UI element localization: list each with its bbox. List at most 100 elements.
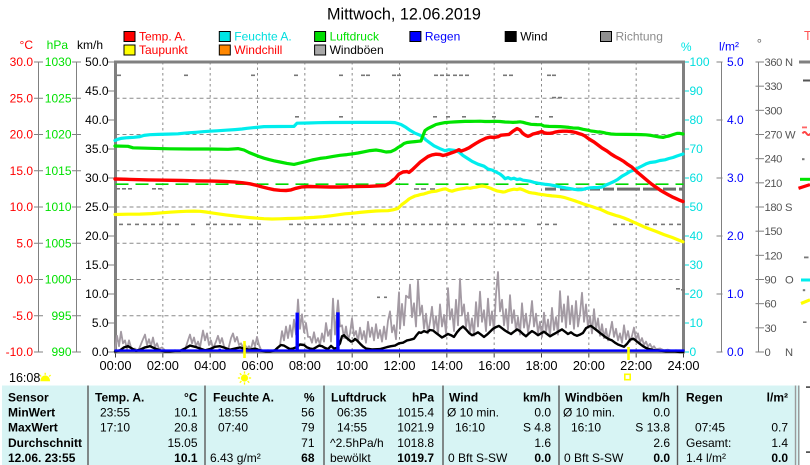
svg-text:100: 100	[690, 55, 710, 69]
svg-text:10.1: 10.1	[174, 406, 198, 420]
svg-text:71: 71	[301, 436, 315, 450]
svg-text:995: 995	[51, 309, 71, 323]
svg-text:270: 270	[765, 130, 783, 142]
svg-text:bewölkt: bewölkt	[330, 451, 371, 465]
svg-text:W: W	[785, 130, 796, 142]
svg-text:20: 20	[690, 287, 704, 301]
svg-text:5.0: 5.0	[727, 55, 744, 69]
svg-text:12.06. 23:55: 12.06. 23:55	[8, 451, 76, 465]
svg-text:km/h: km/h	[523, 391, 551, 405]
svg-text:N: N	[785, 57, 793, 69]
svg-text:23:55: 23:55	[100, 406, 130, 420]
svg-text:68: 68	[301, 451, 315, 465]
svg-text:06:35: 06:35	[337, 406, 367, 420]
svg-text:02:00: 02:00	[147, 358, 179, 373]
svg-text:0.0: 0.0	[534, 406, 551, 420]
svg-text:5.0: 5.0	[92, 316, 109, 330]
svg-text:T: T	[804, 29, 810, 43]
svg-text:25.0: 25.0	[85, 200, 109, 214]
svg-text:10.1: 10.1	[174, 451, 198, 465]
svg-text:Windböen: Windböen	[565, 391, 623, 405]
svg-text:20.0: 20.0	[85, 229, 109, 243]
svg-text:14:00: 14:00	[431, 358, 463, 373]
svg-text:S 4.8: S 4.8	[523, 421, 551, 435]
svg-text:Ø 10 min.: Ø 10 min.	[447, 406, 499, 420]
svg-text:180: 180	[765, 202, 783, 214]
svg-text:1.0: 1.0	[727, 287, 744, 301]
svg-text:1020: 1020	[45, 128, 72, 142]
svg-text:20:00: 20:00	[573, 358, 605, 373]
svg-text:0.0: 0.0	[16, 273, 33, 287]
svg-text:0 Bft S-SW: 0 Bft S-SW	[564, 451, 624, 465]
svg-text:Wind: Wind	[520, 30, 547, 44]
svg-text:18:55: 18:55	[218, 406, 248, 420]
svg-text:Ø 10 min.: Ø 10 min.	[563, 406, 615, 420]
svg-text:0: 0	[690, 345, 697, 359]
svg-text:1.4 l/m²: 1.4 l/m²	[686, 451, 726, 465]
svg-text:MaxWert: MaxWert	[8, 421, 58, 435]
svg-text:Regen: Regen	[425, 30, 460, 44]
svg-text:50: 50	[690, 200, 704, 214]
svg-text:10.0: 10.0	[10, 200, 34, 214]
svg-text:°C: °C	[20, 38, 34, 52]
svg-text:16:08: 16:08	[9, 371, 40, 385]
svg-text:-10.0: -10.0	[6, 345, 34, 359]
svg-text:10:00: 10:00	[336, 358, 368, 373]
svg-text:-5.0: -5.0	[12, 309, 33, 323]
svg-text:0: 0	[765, 347, 771, 359]
svg-text:360: 360	[765, 57, 783, 69]
svg-text:Temp. A.: Temp. A.	[139, 30, 186, 44]
svg-text:Mittwoch, 12.06.2019: Mittwoch, 12.06.2019	[327, 6, 481, 24]
svg-text:60: 60	[765, 299, 777, 311]
svg-text:07:45: 07:45	[695, 421, 725, 435]
svg-text:1015.4: 1015.4	[397, 406, 434, 420]
svg-text:30: 30	[690, 258, 704, 272]
svg-text:14:55: 14:55	[337, 421, 367, 435]
svg-text:50.0: 50.0	[85, 55, 109, 69]
svg-text:hPa: hPa	[47, 38, 69, 52]
svg-text:15.05: 15.05	[167, 436, 197, 450]
svg-text:Wind: Wind	[449, 391, 478, 405]
svg-text:1018.8: 1018.8	[397, 436, 434, 450]
svg-text:10.0: 10.0	[85, 287, 109, 301]
svg-text:0 Bft S-SW: 0 Bft S-SW	[448, 451, 508, 465]
svg-text:16:00: 16:00	[478, 358, 510, 373]
svg-text:18:00: 18:00	[525, 358, 557, 373]
svg-text:70: 70	[690, 142, 704, 156]
svg-text:Taupunkt: Taupunkt	[139, 43, 188, 57]
svg-text:Richtung: Richtung	[616, 30, 663, 44]
svg-text:hPa: hPa	[412, 391, 434, 405]
svg-text:1019.7: 1019.7	[397, 451, 434, 465]
svg-text:24:00: 24:00	[667, 358, 699, 373]
svg-text:16:10: 16:10	[455, 421, 485, 435]
svg-text:%: %	[304, 391, 315, 405]
svg-text:0.0: 0.0	[534, 451, 551, 465]
svg-text:^2.5hPa/h: ^2.5hPa/h	[330, 436, 384, 450]
svg-text:17:10: 17:10	[100, 421, 130, 435]
svg-text:S 13.8: S 13.8	[635, 421, 670, 435]
svg-text:l/m²: l/m²	[767, 391, 788, 405]
svg-text:10: 10	[690, 316, 704, 330]
svg-text:30.0: 30.0	[85, 171, 109, 185]
svg-text:990: 990	[51, 345, 71, 359]
svg-text:300: 300	[765, 105, 783, 117]
svg-text:150: 150	[765, 226, 783, 238]
svg-text:330: 330	[765, 81, 783, 93]
svg-text:Luftdruck: Luftdruck	[331, 391, 387, 405]
svg-text:240: 240	[765, 154, 783, 166]
svg-text:56: 56	[301, 406, 315, 420]
svg-text:15.0: 15.0	[10, 164, 34, 178]
svg-text:Sensor: Sensor	[8, 391, 49, 405]
svg-text:6.43 g/m²: 6.43 g/m²	[210, 451, 261, 465]
svg-text:Windböen: Windböen	[330, 43, 384, 57]
svg-text:30.0: 30.0	[10, 55, 34, 69]
svg-text:°C: °C	[184, 391, 198, 405]
svg-text:07:40: 07:40	[218, 421, 248, 435]
svg-text:15.0: 15.0	[85, 258, 109, 272]
svg-text:S: S	[785, 202, 792, 214]
svg-text:°: °	[757, 36, 762, 51]
svg-text:1010: 1010	[45, 200, 72, 214]
svg-text:0.0: 0.0	[727, 345, 744, 359]
svg-text:MinWert: MinWert	[8, 406, 55, 420]
svg-text:Regen: Regen	[686, 391, 723, 405]
